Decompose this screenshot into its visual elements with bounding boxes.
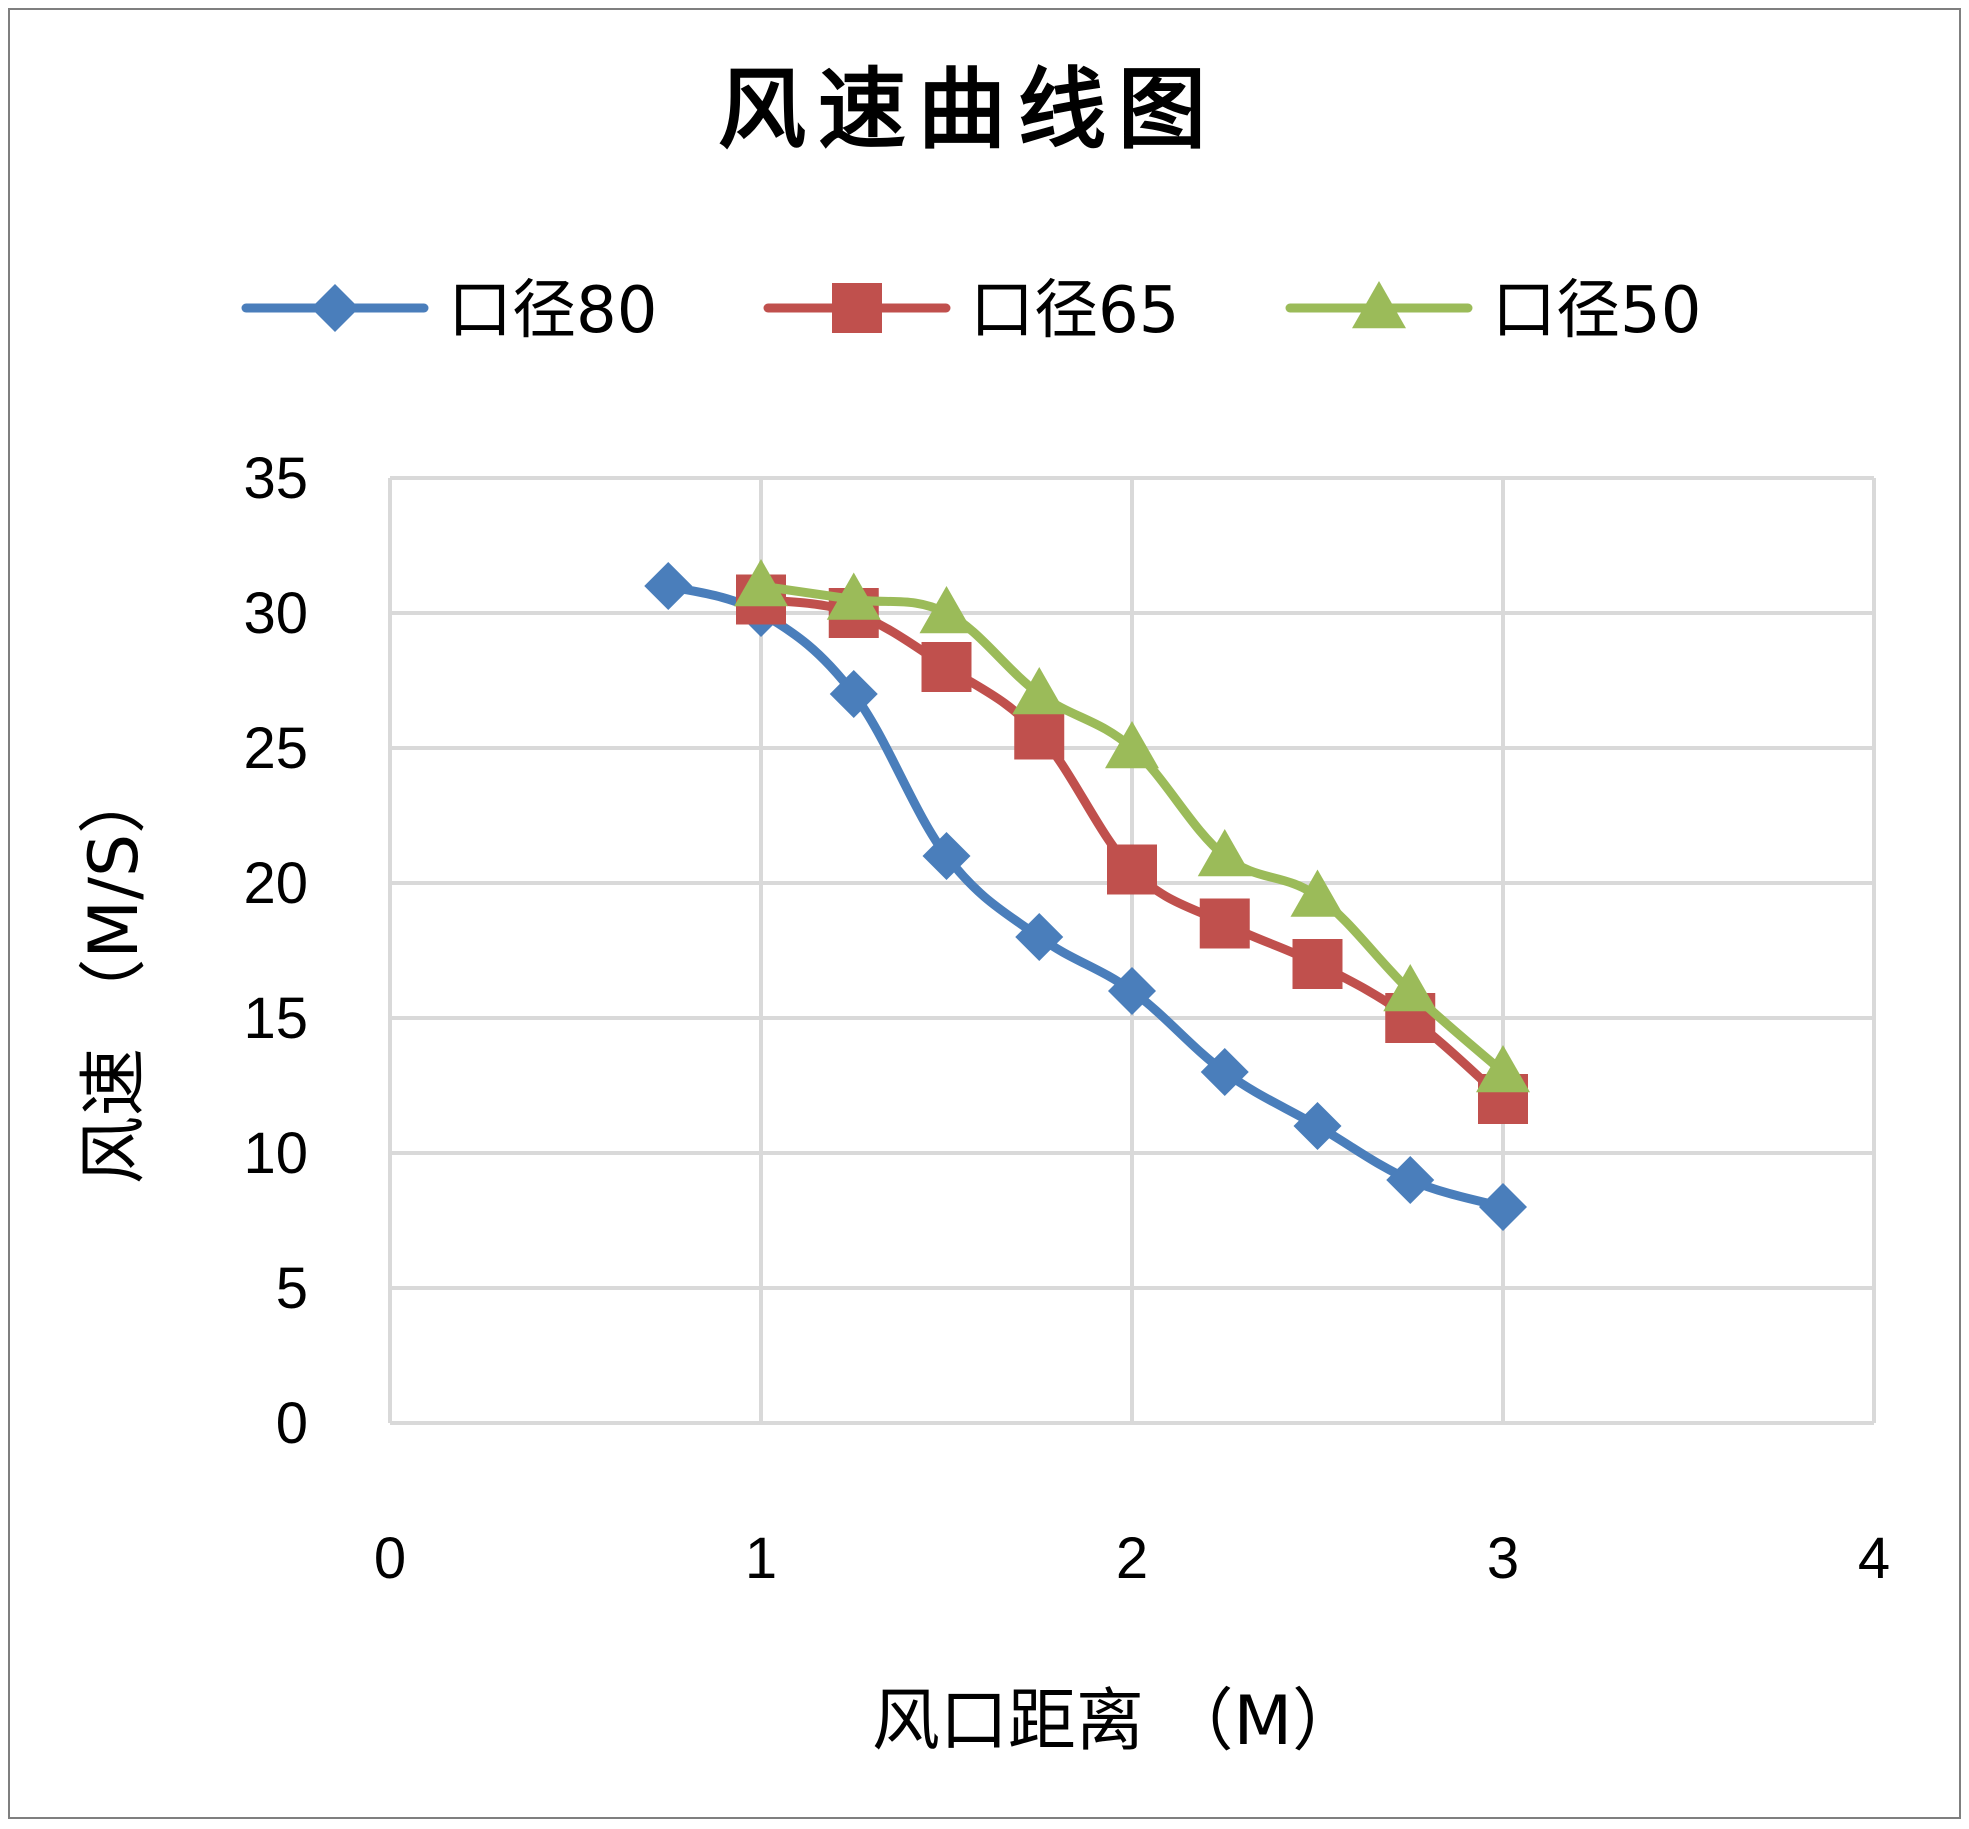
x-tick-label: 3 <box>1487 1526 1519 1591</box>
legend-label: 口径80 <box>448 274 657 348</box>
y-tick-label: 5 <box>276 1256 308 1321</box>
y-tick-label: 0 <box>276 1391 308 1456</box>
x-tick-label: 2 <box>1116 1526 1148 1591</box>
chart-title: 风速曲线图 <box>718 58 1218 161</box>
legend-marker <box>832 283 882 333</box>
series-0 <box>644 562 1527 1231</box>
data-point <box>1383 964 1438 1012</box>
y-tick-label: 25 <box>243 716 308 781</box>
data-point <box>919 586 974 634</box>
data-point <box>1012 667 1067 715</box>
y-tick-label: 10 <box>243 1121 308 1186</box>
x-tick-label: 4 <box>1858 1526 1890 1591</box>
data-point <box>1014 709 1065 760</box>
y-tick-label: 20 <box>243 851 308 916</box>
y-tick-label: 15 <box>243 986 308 1051</box>
legend-marker <box>311 284 359 332</box>
y-tick-label: 30 <box>243 581 308 646</box>
data-point <box>1293 1102 1342 1150</box>
data-point <box>1292 939 1343 989</box>
data-point <box>829 670 878 718</box>
legend-item: 口径50 <box>1285 274 1701 348</box>
data-point <box>1199 898 1250 949</box>
legend-item: 口径65 <box>763 274 1179 348</box>
legend-marker <box>1352 281 1406 329</box>
data-point <box>1476 1045 1530 1093</box>
data-point <box>1107 844 1157 895</box>
y-axis-ticks: 0 5 10 15 20 25 30 35 <box>243 446 308 1456</box>
data-point <box>1197 829 1252 877</box>
x-tick-label: 1 <box>745 1526 777 1591</box>
legend: 口径80 口径65 口径50 <box>241 274 1701 348</box>
x-axis-ticks: 0 1 2 3 4 <box>374 1526 1890 1591</box>
legend-label: 口径65 <box>970 274 1179 348</box>
data-point <box>921 642 972 692</box>
data-point <box>644 562 693 610</box>
y-axis-title: 风速 （M/S） <box>75 766 154 1184</box>
y-tick-label: 35 <box>243 446 308 511</box>
data-point <box>1479 1183 1527 1231</box>
x-axis-title: 风口距离 （M） <box>872 1682 1360 1761</box>
data-point <box>922 832 971 880</box>
legend-item: 口径80 <box>241 274 657 348</box>
series-2 <box>734 559 1530 1093</box>
x-tick-label: 0 <box>374 1526 406 1591</box>
data-point <box>1386 1156 1435 1204</box>
data-point <box>1290 869 1345 917</box>
data-point <box>734 559 788 607</box>
series-line <box>663 581 1508 1212</box>
legend-label: 口径50 <box>1492 274 1701 348</box>
series-layer <box>644 559 1530 1231</box>
data-point <box>1108 967 1156 1015</box>
grid <box>388 476 1876 1425</box>
data-point <box>1105 721 1159 769</box>
data-point <box>1015 913 1064 961</box>
data-point <box>1200 1048 1249 1096</box>
data-point <box>826 572 881 620</box>
